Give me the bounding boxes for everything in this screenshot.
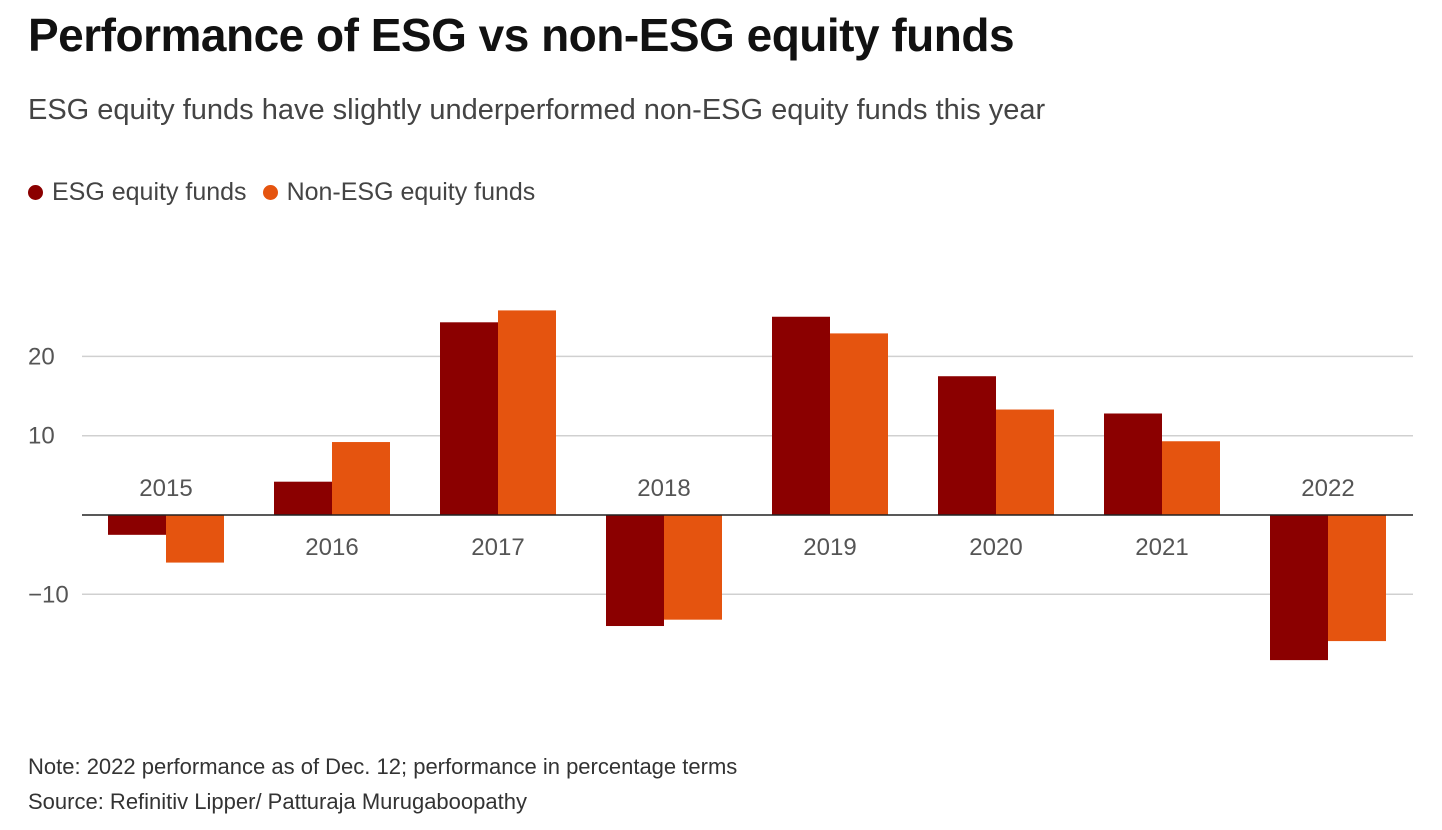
x-category-label: 2022 (1301, 475, 1354, 502)
legend-label-esg: ESG equity funds (52, 178, 247, 206)
bar-non-esg-2020 (996, 409, 1054, 515)
legend-item-esg: ESG equity funds (28, 178, 247, 207)
y-tick-label: 10 (28, 423, 55, 450)
y-tick-label: −10 (28, 581, 69, 608)
y-tick-label: 20 (28, 343, 55, 370)
legend-dot-esg (28, 185, 43, 200)
legend-dot-non-esg (262, 185, 278, 200)
x-category-label: 2015 (139, 475, 192, 502)
bar-esg-2018 (606, 515, 664, 627)
chart-title: Performance of ESG vs non-ESG equity fun… (28, 9, 1015, 61)
bar-non-esg-2015 (166, 515, 224, 563)
bar-non-esg-2019 (830, 333, 888, 515)
chart-subtitle: ESG equity funds have slightly underperf… (28, 94, 1046, 126)
bar-esg-2020 (938, 376, 996, 515)
x-category-label: 2021 (1135, 534, 1188, 561)
bar-esg-2016 (274, 481, 332, 515)
bar-esg-2019 (772, 316, 830, 515)
bar-esg-2015 (108, 515, 166, 535)
bar-non-esg-2017 (498, 310, 556, 515)
bar-esg-2017 (440, 322, 498, 515)
x-category-label: 2016 (305, 534, 358, 561)
chart-note: Note: 2022 performance as of Dec. 12; pe… (28, 754, 738, 779)
bar-non-esg-2016 (332, 442, 390, 515)
bar-esg-2022 (1270, 515, 1328, 661)
legend-item-non-esg: Non-ESG equity funds (262, 178, 536, 207)
x-category-label: 2019 (803, 534, 856, 561)
bar-non-esg-2022 (1328, 515, 1386, 642)
chart-legend: ESG equity funds Non-ESG equity funds (28, 178, 551, 207)
x-category-label: 2017 (471, 534, 524, 561)
x-category-label: 2020 (969, 534, 1022, 561)
bar-esg-2021 (1104, 413, 1162, 515)
x-category-label: 2018 (637, 475, 690, 502)
legend-label-non-esg: Non-ESG equity funds (286, 178, 536, 206)
bar-non-esg-2018 (664, 515, 722, 620)
bar-non-esg-2021 (1162, 441, 1220, 515)
chart-source: Source: Refinitiv Lipper/ Patturaja Muru… (28, 789, 527, 814)
